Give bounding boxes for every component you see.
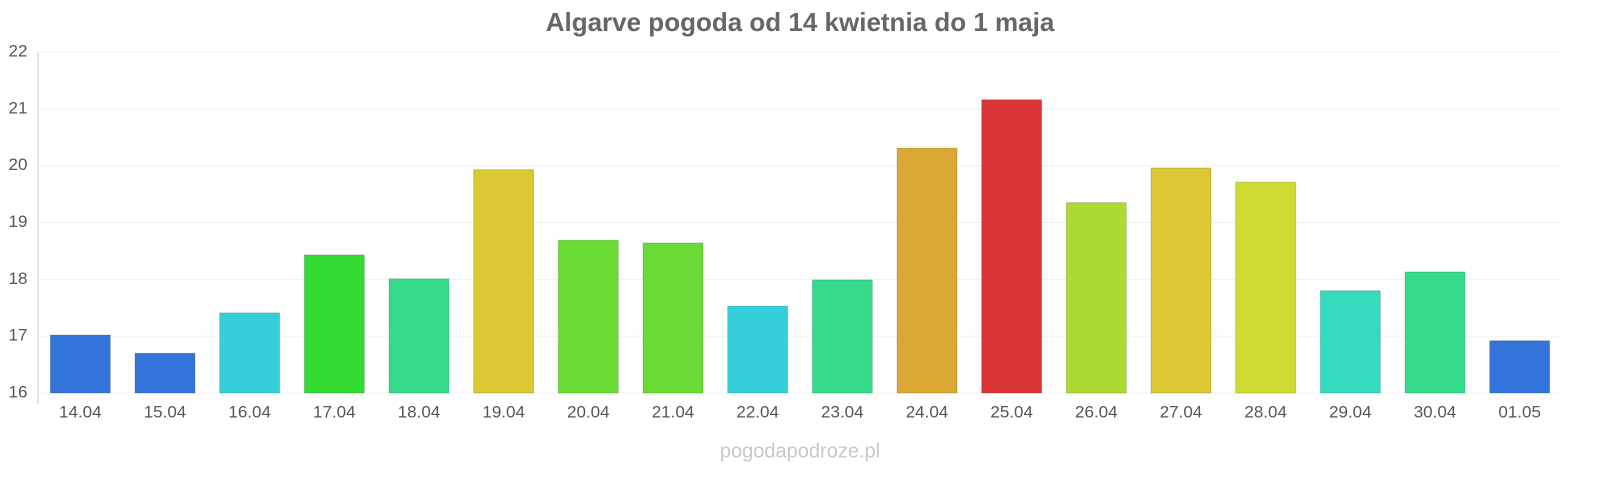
bar: [1065, 202, 1127, 394]
x-tick-label: 20.04: [567, 402, 610, 421]
x-tick-label: 16.04: [228, 402, 271, 421]
bar: [1319, 290, 1381, 394]
bar: [219, 312, 281, 394]
x-tick-label: 27.04: [1160, 402, 1203, 421]
bar: [981, 99, 1043, 394]
bar: [896, 147, 958, 394]
y-tick-label: 19: [9, 212, 28, 231]
x-tick-label: 22.04: [736, 402, 779, 421]
bar: [473, 169, 535, 394]
bar: [557, 239, 619, 394]
x-tick-label: 14.04: [59, 402, 102, 421]
y-tick-label: 21: [9, 98, 28, 117]
x-tick-label: 01.05: [1498, 402, 1541, 421]
bar: [642, 242, 704, 394]
x-tick-label: 15.04: [144, 402, 187, 421]
x-tick-label: 25.04: [990, 402, 1033, 421]
watermark: pogodapodroze.pl: [720, 440, 880, 462]
x-tick-label: 23.04: [821, 402, 864, 421]
bar: [727, 305, 789, 394]
bar: [49, 334, 111, 394]
y-tick-label: 16: [9, 382, 28, 401]
y-tick-label: 22: [9, 41, 28, 60]
bar: [388, 278, 450, 394]
x-tick-label: 26.04: [1075, 402, 1118, 421]
x-tick-label: 29.04: [1329, 402, 1372, 421]
bar: [1235, 181, 1297, 394]
x-tick-label: 24.04: [906, 402, 949, 421]
y-tick-label: 17: [9, 326, 28, 345]
bar: [1150, 167, 1212, 394]
x-tick-label: 28.04: [1244, 402, 1287, 421]
chart-title: Algarve pogoda od 14 kwietnia do 1 maja: [546, 7, 1055, 37]
bar: [811, 279, 873, 394]
x-tick-label: 19.04: [482, 402, 525, 421]
bar: [303, 254, 365, 394]
x-tick-label: 30.04: [1414, 402, 1457, 421]
bar: [134, 352, 196, 394]
x-tick-label: 18.04: [398, 402, 441, 421]
y-tick-label: 20: [9, 155, 28, 174]
bar: [1404, 271, 1466, 394]
x-tick-label: 17.04: [313, 402, 356, 421]
y-tick-label: 18: [9, 269, 28, 288]
bar: [1489, 340, 1551, 394]
x-tick-label: 21.04: [652, 402, 695, 421]
